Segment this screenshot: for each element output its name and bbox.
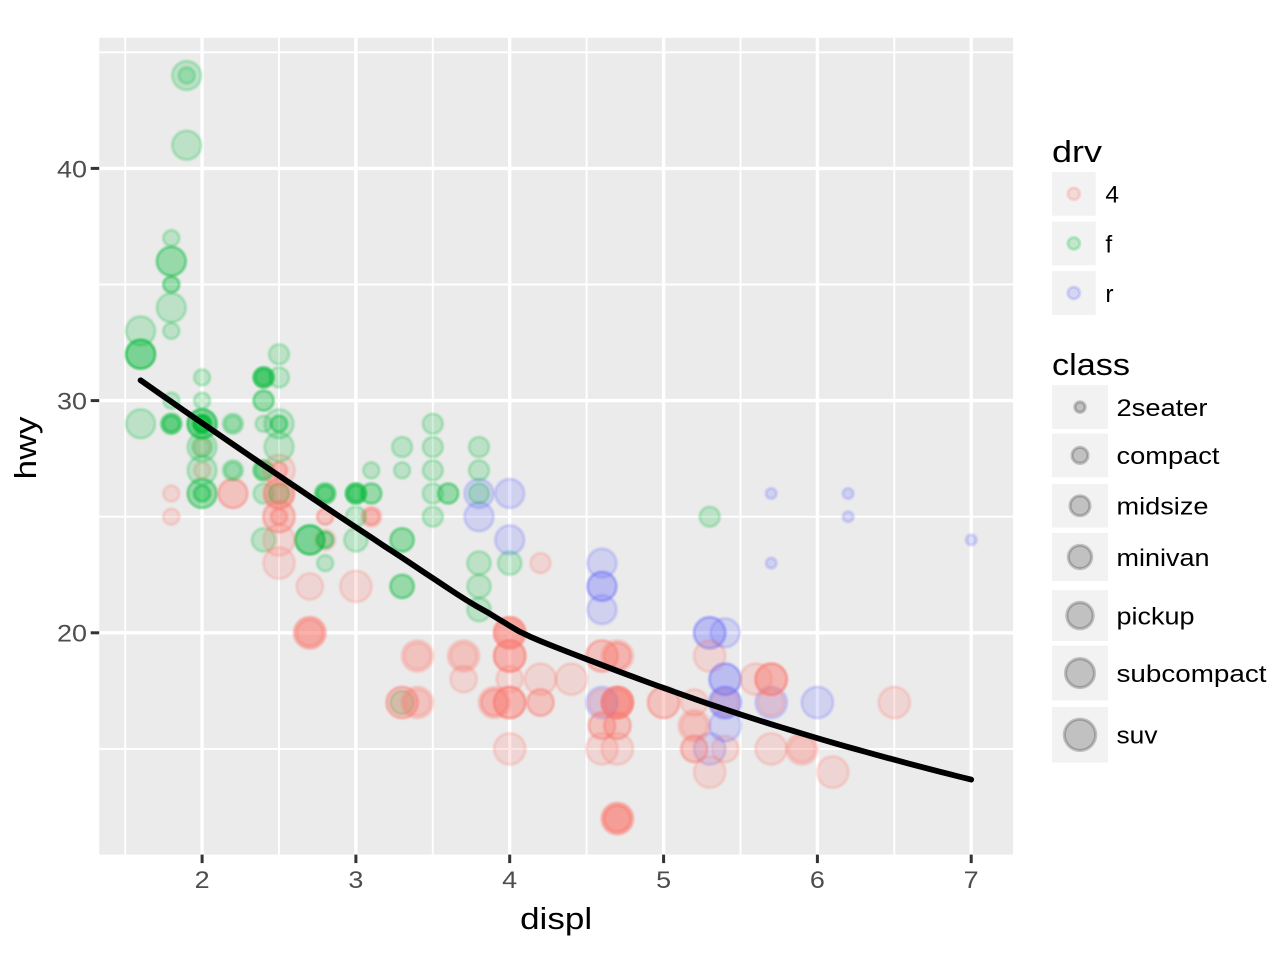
svg-text:suv: suv <box>1117 723 1159 750</box>
svg-text:r: r <box>1105 281 1113 308</box>
svg-text:3: 3 <box>348 867 363 894</box>
svg-text:displ: displ <box>520 902 592 936</box>
svg-text:40: 40 <box>57 156 87 183</box>
svg-text:30: 30 <box>57 389 87 416</box>
svg-text:midsize: midsize <box>1117 494 1209 521</box>
svg-text:5: 5 <box>656 867 671 894</box>
svg-text:6: 6 <box>810 867 825 894</box>
svg-text:subcompact: subcompact <box>1117 661 1267 688</box>
svg-text:f: f <box>1105 231 1112 258</box>
svg-text:pickup: pickup <box>1117 604 1195 631</box>
svg-text:hwy: hwy <box>9 416 43 480</box>
svg-text:2seater: 2seater <box>1117 395 1208 422</box>
svg-text:20: 20 <box>57 621 87 648</box>
svg-text:minivan: minivan <box>1117 545 1210 572</box>
svg-text:4: 4 <box>1105 182 1119 209</box>
svg-text:drv: drv <box>1052 135 1103 169</box>
svg-text:7: 7 <box>964 867 979 894</box>
svg-text:class: class <box>1052 348 1130 382</box>
svg-text:compact: compact <box>1117 443 1220 470</box>
svg-text:4: 4 <box>502 867 517 894</box>
svg-text:2: 2 <box>195 867 210 894</box>
